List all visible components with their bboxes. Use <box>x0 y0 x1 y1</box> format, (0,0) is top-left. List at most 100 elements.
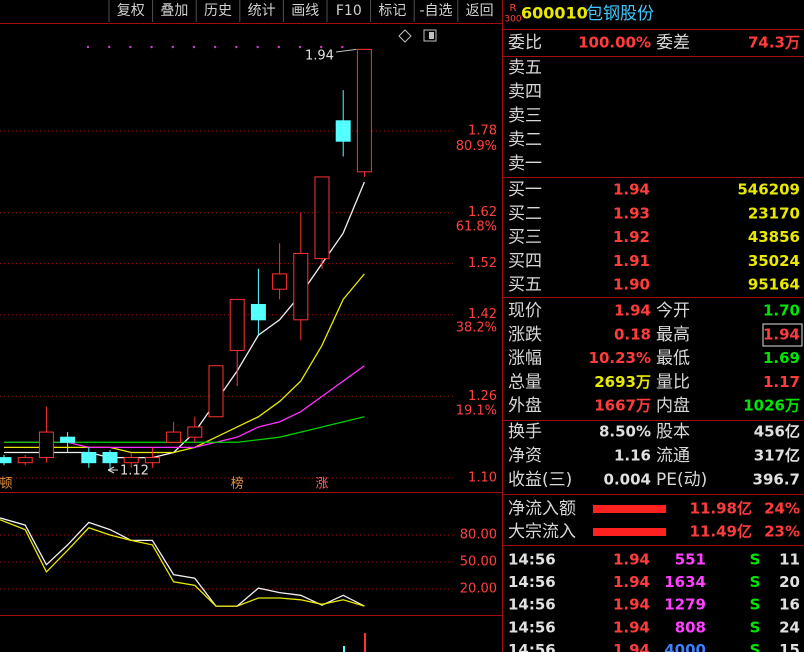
field-value: 456亿 <box>754 423 800 441</box>
percent-level-label: 38.2% <box>456 320 497 335</box>
toolbar-button[interactable]: 叠加 <box>160 3 188 19</box>
top-dot <box>150 45 153 49</box>
high-marker: 1.94 <box>305 49 334 64</box>
price-axis-label: 1.26 <box>468 389 497 404</box>
percent-level-label: 80.9% <box>456 139 497 154</box>
trade-count: 24 <box>779 618 800 636</box>
field-value: 74.3万 <box>748 34 800 52</box>
indicator-tick: 20.00 <box>460 582 497 597</box>
bid-volume: 43856 <box>748 228 800 246</box>
bid-label: 买三 <box>508 228 542 248</box>
ask-label: 卖二 <box>508 130 542 150</box>
flow-label: 大宗流入 <box>508 522 576 542</box>
field-value: 2693万 <box>594 373 651 391</box>
candle-body <box>166 431 182 443</box>
candle-body <box>144 457 160 464</box>
field-label: 流通 <box>656 446 690 466</box>
stock-name: 包钢股份 <box>586 4 654 24</box>
trade-side: S <box>750 596 761 614</box>
bid-label: 买二 <box>508 204 542 224</box>
top-dot <box>277 45 280 49</box>
bid-volume: 95164 <box>748 276 800 294</box>
field-value: 100.00% <box>578 34 651 52</box>
field-value: 0.004 <box>604 471 651 489</box>
low-arrow <box>107 466 118 474</box>
top-dot <box>256 45 259 49</box>
field-value: 1.94 <box>614 302 651 320</box>
field-value: 1667万 <box>594 397 651 415</box>
toolbar-button[interactable]: 历史 <box>204 3 232 19</box>
field-label: 外盘 <box>508 396 542 416</box>
trade-count: 11 <box>779 551 800 569</box>
bid-volume: 546209 <box>737 181 800 199</box>
event-marker: 顿 <box>0 477 13 492</box>
trade-volume: 1634 <box>664 573 706 591</box>
field-label: 量比 <box>656 372 690 392</box>
field-label: 委比 <box>508 33 542 53</box>
toolbar-button[interactable]: 返回 <box>466 3 494 19</box>
trade-time: 14:56 <box>508 573 556 591</box>
flow-pct: 23% <box>764 523 800 541</box>
top-dot <box>129 45 132 49</box>
field-label: 最低 <box>656 349 690 369</box>
window-icon-fill <box>429 32 434 39</box>
trade-time: 14:56 <box>508 551 556 569</box>
trade-time: 14:56 <box>508 618 556 636</box>
bid-volume: 23170 <box>748 204 800 222</box>
trade-price: 1.94 <box>613 573 650 591</box>
bid-label: 买五 <box>508 275 542 295</box>
candle-body <box>81 451 97 464</box>
toolbar-button[interactable]: 标记 <box>378 3 406 19</box>
top-dot <box>235 45 238 49</box>
candle-body <box>229 298 245 351</box>
bid-price: 1.91 <box>613 252 650 270</box>
stock-code: 600010 <box>521 4 588 23</box>
trade-time: 14:56 <box>508 596 556 614</box>
percent-level-label: 61.8% <box>456 219 497 234</box>
high-box <box>762 323 803 347</box>
indicator-line <box>0 517 365 607</box>
candle-body <box>0 457 12 464</box>
field-label: 涨幅 <box>508 349 542 369</box>
price-axis-label: 1.42 <box>468 307 497 322</box>
candle-body <box>38 431 54 459</box>
toolbar-button[interactable]: F10 <box>336 3 362 19</box>
price-axis-label: 1.10 <box>468 471 497 486</box>
toolbar-button[interactable]: 统计 <box>248 3 276 19</box>
high-arrow <box>335 48 357 53</box>
trade-price: 1.94 <box>613 596 650 614</box>
candle-body <box>17 457 33 464</box>
toolbar-button[interactable]: -自选 <box>419 3 452 19</box>
trade-side: S <box>750 551 761 569</box>
candle-body <box>102 451 118 464</box>
flow-label: 净流入额 <box>508 499 576 519</box>
field-label: 收益(三) <box>508 470 572 490</box>
field-value: 396.7 <box>753 471 800 489</box>
flow-bar <box>593 505 666 513</box>
window-icon[interactable] <box>423 29 437 42</box>
field-value: 0.18 <box>614 325 651 343</box>
diamond-icon[interactable] <box>398 29 412 43</box>
candle-body <box>314 176 330 260</box>
field-label: 总量 <box>508 372 542 392</box>
trade-volume: 1279 <box>664 596 706 614</box>
price-axis-label: 1.78 <box>468 124 497 139</box>
toolbar-button[interactable]: 画线 <box>291 3 319 19</box>
candle-body <box>272 273 288 290</box>
toolbar-button[interactable]: 复权 <box>117 2 145 19</box>
flow-bar <box>593 528 666 536</box>
trade-count: 20 <box>779 573 800 591</box>
trade-count: 15 <box>779 641 800 652</box>
badge: 300 <box>504 15 521 25</box>
candle-body <box>356 48 372 173</box>
trade-time: 14:56 <box>508 641 556 652</box>
trade-volume: 551 <box>675 551 706 569</box>
bid-price: 1.94 <box>613 181 650 199</box>
bid-label: 买一 <box>508 180 542 200</box>
flow-pct: 24% <box>764 500 800 518</box>
field-value: 1.69 <box>763 349 800 367</box>
trade-volume: 808 <box>675 618 706 636</box>
top-dot <box>341 45 344 49</box>
candle-body <box>187 426 203 438</box>
trade-side: S <box>750 573 761 591</box>
